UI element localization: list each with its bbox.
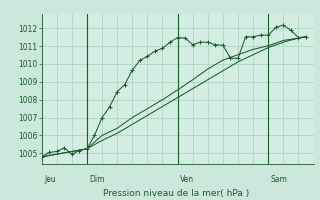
Text: Pression niveau de la mer( hPa ): Pression niveau de la mer( hPa ) [103,189,249,198]
Text: Jeu: Jeu [44,175,56,184]
Text: Ven: Ven [180,175,194,184]
Text: Dim: Dim [90,175,105,184]
Text: Sam: Sam [271,175,288,184]
